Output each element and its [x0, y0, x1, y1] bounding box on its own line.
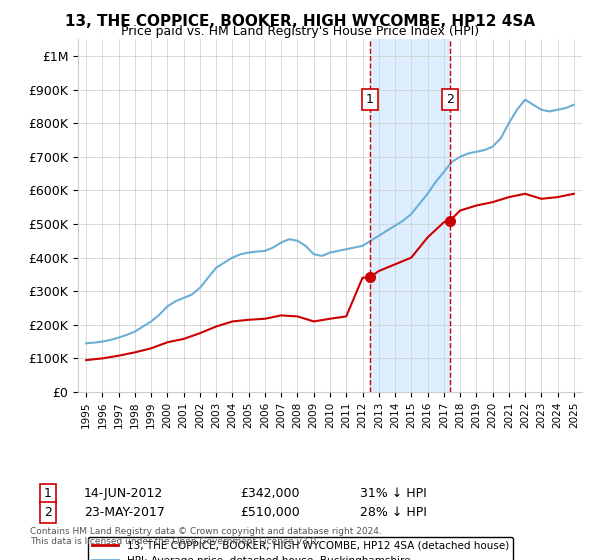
Text: 31% ↓ HPI: 31% ↓ HPI: [360, 487, 427, 501]
Text: Price paid vs. HM Land Registry's House Price Index (HPI): Price paid vs. HM Land Registry's House …: [121, 25, 479, 38]
Text: 1: 1: [44, 487, 52, 501]
Text: Contains HM Land Registry data © Crown copyright and database right 2024.
This d: Contains HM Land Registry data © Crown c…: [30, 526, 382, 546]
Text: 28% ↓ HPI: 28% ↓ HPI: [360, 506, 427, 519]
Text: 13, THE COPPICE, BOOKER, HIGH WYCOMBE, HP12 4SA: 13, THE COPPICE, BOOKER, HIGH WYCOMBE, H…: [65, 14, 535, 29]
Text: £342,000: £342,000: [240, 487, 299, 501]
Text: 2: 2: [446, 93, 454, 106]
Bar: [370, 39, 450, 392]
Text: 23-MAY-2017: 23-MAY-2017: [84, 506, 165, 519]
Text: 1: 1: [366, 93, 374, 106]
Text: £510,000: £510,000: [240, 506, 300, 519]
Legend: 13, THE COPPICE, BOOKER, HIGH WYCOMBE, HP12 4SA (detached house), HPI: Average p: 13, THE COPPICE, BOOKER, HIGH WYCOMBE, H…: [88, 536, 513, 560]
Text: 14-JUN-2012: 14-JUN-2012: [84, 487, 163, 501]
Text: 2: 2: [44, 506, 52, 519]
